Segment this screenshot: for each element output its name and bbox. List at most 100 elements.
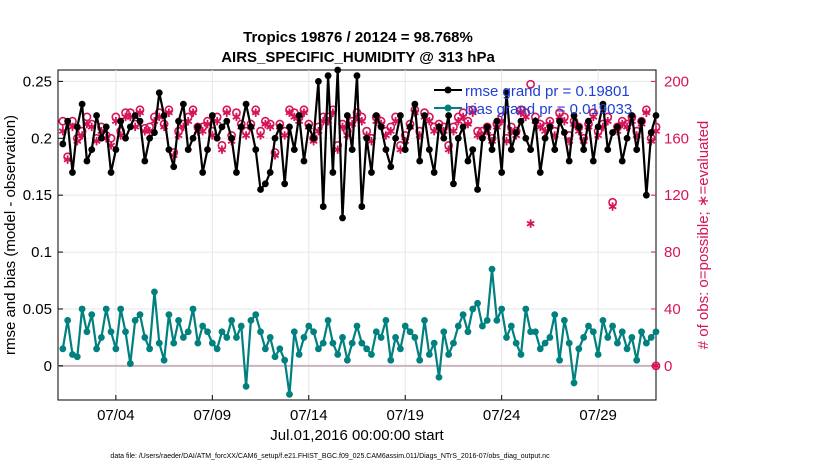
- y-left-tick-label-3: 0.15: [23, 187, 52, 204]
- rmse-point: [319, 203, 327, 210]
- bias-point: [329, 339, 337, 347]
- rmse-point: [440, 134, 448, 142]
- rmse-point: [488, 146, 496, 154]
- rmse-point: [560, 129, 568, 136]
- rmse-point: [570, 112, 578, 119]
- evaluated-obs-stroke: [555, 114, 564, 120]
- bias-point: [102, 305, 110, 313]
- rmse-point: [397, 112, 404, 119]
- bias-point: [218, 328, 226, 336]
- bias-point: [580, 334, 588, 341]
- bias-point: [435, 373, 443, 381]
- evaluated-obs-point: [642, 108, 651, 117]
- bias-point: [411, 334, 419, 341]
- x-axis-label: Jul.01,2016 00:00:00 start: [270, 427, 444, 444]
- bias-point: [276, 345, 284, 353]
- rmse-point: [179, 100, 187, 108]
- bias-point: [358, 339, 366, 347]
- rmse-point: [281, 180, 289, 188]
- bias-point: [372, 328, 380, 336]
- x-ticks: 07/04 07/09 07/14 07/19 07/24 07/29: [97, 395, 617, 424]
- rmse-point: [315, 77, 322, 85]
- rmse-point: [512, 129, 520, 136]
- rmse-point: [382, 146, 390, 154]
- rmse-point: [334, 66, 342, 74]
- evaluated-obs-point: [589, 112, 598, 122]
- bias-point: [469, 305, 477, 313]
- evaluated-obs-stroke: [150, 118, 159, 125]
- rmse-point: [469, 146, 477, 154]
- bias-point: [503, 334, 510, 341]
- bias-point: [83, 328, 91, 336]
- evaluated-obs-stroke: [290, 114, 299, 120]
- bias-point: [387, 356, 395, 364]
- rmse-point: [189, 134, 197, 142]
- rmse-point: [175, 117, 182, 125]
- bias-point: [122, 328, 129, 336]
- bias-point: [368, 351, 375, 358]
- rmse-point: [623, 134, 631, 142]
- rmse-point: [131, 112, 139, 119]
- y-axis-label-left: rmse and bias (model - observation): [2, 115, 19, 355]
- bias-point: [541, 339, 549, 347]
- bias-point: [295, 351, 303, 358]
- bias-point: [377, 334, 385, 341]
- rmse-point: [146, 134, 154, 142]
- rmse-point: [247, 123, 255, 131]
- rmse-point: [126, 123, 134, 131]
- rmse-point: [59, 140, 67, 148]
- rmse-point: [261, 180, 269, 188]
- bias-point: [536, 345, 544, 353]
- evaluated-obs-stroke: [526, 220, 535, 227]
- bias-point: [242, 382, 250, 390]
- rmse-point: [324, 72, 332, 80]
- y-right-tick-label-2: 80: [664, 244, 681, 261]
- evaluated-obs-stroke: [463, 121, 473, 127]
- evaluated-obs-stroke: [241, 132, 251, 139]
- y-ticks-left: 0 0.05 0.1 0.15 0.2 0.25: [23, 73, 63, 375]
- bias-point: [160, 356, 168, 364]
- rmse-point: [546, 123, 554, 131]
- rmse-point: [372, 112, 380, 119]
- bias-point: [512, 339, 520, 347]
- bias-point: [141, 334, 149, 341]
- rmse-point: [252, 146, 260, 154]
- bias-point: [189, 305, 197, 313]
- rmse-point: [478, 134, 486, 142]
- rmse-point: [421, 112, 428, 119]
- bias-point: [633, 356, 641, 364]
- bias-point: [570, 379, 578, 387]
- rmse-point: [459, 123, 467, 131]
- bias-point: [107, 328, 115, 336]
- bias-point: [305, 322, 313, 330]
- bias-point: [165, 311, 173, 319]
- evaluated-obs-stroke: [608, 203, 617, 210]
- evaluated-obs-stroke: [386, 128, 395, 135]
- bias-point: [425, 351, 433, 358]
- bias-point: [88, 311, 96, 319]
- rmse-point: [642, 191, 650, 199]
- bias-point: [112, 345, 120, 353]
- bias-point: [175, 316, 182, 324]
- evaluated-obs-point: [430, 126, 439, 136]
- rmse-point: [233, 169, 240, 176]
- rmse-point: [257, 186, 264, 193]
- bias-point: [257, 328, 264, 336]
- bias-point: [652, 328, 660, 336]
- bias-point: [517, 351, 525, 358]
- rmse-point: [647, 129, 655, 136]
- rmse-point: [527, 146, 535, 154]
- evaluated-obs-point: [232, 112, 241, 122]
- rmse-point: [464, 157, 472, 165]
- bias-point: [126, 360, 134, 367]
- chart-title-line1: Tropics 19876 / 20124 = 98.768%: [243, 29, 473, 46]
- rmse-point: [141, 157, 149, 165]
- rmse-point: [638, 117, 645, 125]
- rmse-point: [536, 169, 544, 176]
- bias-point: [401, 322, 409, 330]
- rmse-point: [107, 169, 115, 176]
- bias-point: [93, 345, 100, 353]
- rmse-point: [454, 134, 462, 142]
- evaluated-obs-stroke: [459, 114, 468, 120]
- evaluated-obs-stroke: [222, 109, 231, 116]
